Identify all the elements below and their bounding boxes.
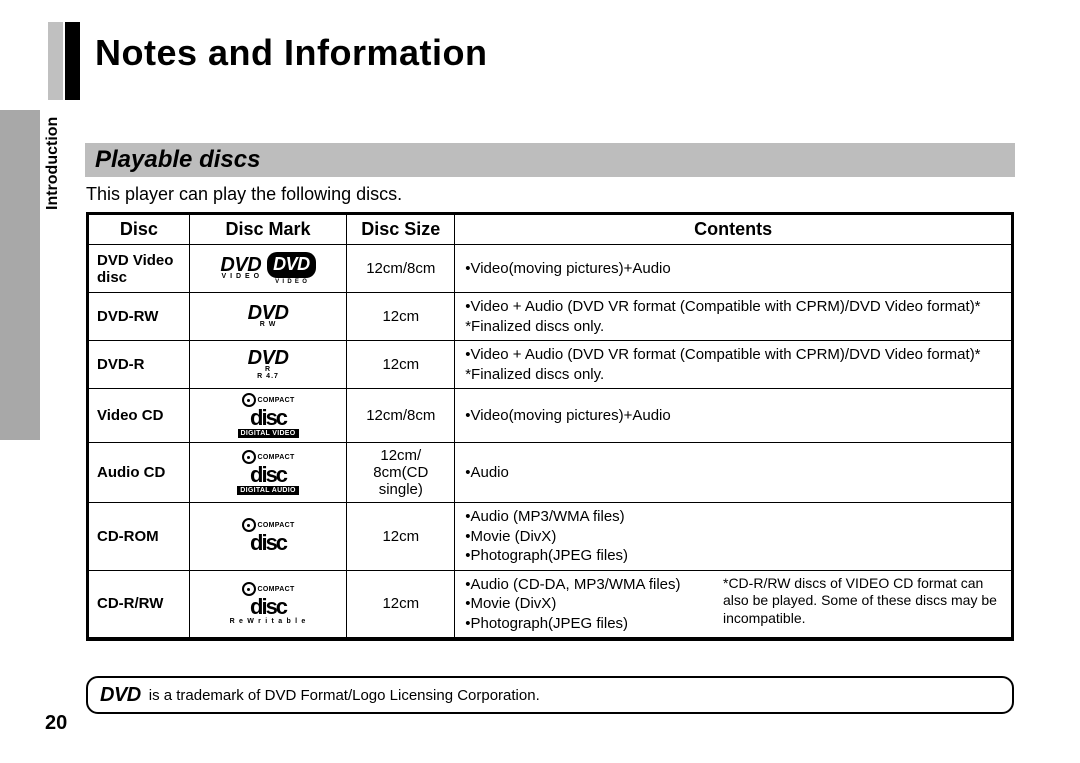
contents-cell: •Audio (CD-DA, MP3/WMA files)•Movie (Div… bbox=[455, 570, 1013, 639]
disc-size-cell: 12cm bbox=[347, 341, 455, 389]
playable-discs-table: Disc Disc Mark Disc Size Contents DVD Vi… bbox=[86, 212, 1014, 641]
table-row: CD-ROM COMPACT disc 12cm•Audio (MP3/WMA … bbox=[88, 503, 1013, 571]
section-header: Playable discs bbox=[85, 143, 1015, 177]
col-disc-size: Disc Size bbox=[347, 214, 455, 245]
title-gray-bar bbox=[48, 22, 63, 100]
col-disc-mark: Disc Mark bbox=[189, 214, 347, 245]
compact-disc-logo-icon: COMPACT disc bbox=[242, 518, 295, 554]
contents-cell: •Video(moving pictures)+Audio bbox=[455, 245, 1013, 293]
col-disc: Disc bbox=[88, 214, 190, 245]
compact-disc-logo-icon: COMPACT disc R e W r i t a b l e bbox=[230, 582, 307, 625]
dvd-logo-icon: DVD bbox=[100, 686, 141, 704]
intro-text: This player can play the following discs… bbox=[86, 184, 402, 205]
disc-name-cell: Audio CD bbox=[88, 443, 190, 503]
trademark-text: is a trademark of DVD Format/Logo Licens… bbox=[149, 687, 540, 704]
disc-name-cell: DVD Videodisc bbox=[88, 245, 190, 293]
disc-size-cell: 12cm/8cm bbox=[347, 389, 455, 443]
disc-size-cell: 12cm bbox=[347, 503, 455, 571]
dvd-logo-icon: DVD R W bbox=[248, 304, 289, 328]
disc-mark-cell: COMPACT disc DIGITAL AUDIO bbox=[189, 443, 347, 503]
table-row: DVD-R DVD R R 4.7 12cm•Video + Audio (DV… bbox=[88, 341, 1013, 389]
disc-size-cell: 12cm bbox=[347, 293, 455, 341]
dvd-logo-icon: DVD V I D E O bbox=[220, 256, 261, 280]
disc-name-cell: CD-ROM bbox=[88, 503, 190, 571]
compact-disc-logo-icon: COMPACT disc DIGITAL VIDEO bbox=[238, 393, 299, 438]
compact-disc-logo-icon: COMPACT disc DIGITAL AUDIO bbox=[237, 450, 299, 495]
table-header-row: Disc Disc Mark Disc Size Contents bbox=[88, 214, 1013, 245]
table-row: DVD Videodisc DVD V I D E O DVDV I D E O… bbox=[88, 245, 1013, 293]
trademark-note: DVD is a trademark of DVD Format/Logo Li… bbox=[86, 676, 1014, 714]
table-row: CD-R/RW COMPACT disc R e W r i t a b l e… bbox=[88, 570, 1013, 639]
disc-mark-cell: COMPACT disc R e W r i t a b l e bbox=[189, 570, 347, 639]
contents-cell: •Video + Audio (DVD VR format (Compatibl… bbox=[455, 341, 1013, 389]
contents-cell: •Video + Audio (DVD VR format (Compatibl… bbox=[455, 293, 1013, 341]
contents-cell: •Audio (MP3/WMA files)•Movie (DivX)•Phot… bbox=[455, 503, 1013, 571]
disc-name-cell: DVD-R bbox=[88, 341, 190, 389]
page-title: Notes and Information bbox=[95, 32, 488, 74]
contents-cell: •Audio bbox=[455, 443, 1013, 503]
disc-mark-cell: DVD R W bbox=[189, 293, 347, 341]
disc-name-cell: DVD-RW bbox=[88, 293, 190, 341]
contents-cell: •Video(moving pictures)+Audio bbox=[455, 389, 1013, 443]
disc-size-cell: 12cm/8cm bbox=[347, 245, 455, 293]
page-number: 20 bbox=[45, 712, 67, 735]
dvd-logo-icon: DVD R R 4.7 bbox=[248, 349, 289, 380]
table-row: Audio CD COMPACT disc DIGITAL AUDIO 12cm… bbox=[88, 443, 1013, 503]
disc-mark-cell: COMPACT disc bbox=[189, 503, 347, 571]
dvd-logo-inverted-icon: DVDV I D E O bbox=[267, 252, 316, 285]
disc-name-cell: CD-R/RW bbox=[88, 570, 190, 639]
section-tab-label: Introduction bbox=[44, 117, 62, 210]
disc-mark-cell: COMPACT disc DIGITAL VIDEO bbox=[189, 389, 347, 443]
col-contents: Contents bbox=[455, 214, 1013, 245]
disc-mark-cell: DVD R R 4.7 bbox=[189, 341, 347, 389]
disc-size-cell: 12cm bbox=[347, 570, 455, 639]
table-row: DVD-RW DVD R W 12cm•Video + Audio (DVD V… bbox=[88, 293, 1013, 341]
left-gray-strip bbox=[0, 110, 40, 440]
disc-name-cell: Video CD bbox=[88, 389, 190, 443]
title-black-bar bbox=[65, 22, 80, 100]
disc-mark-cell: DVD V I D E O DVDV I D E O bbox=[189, 245, 347, 293]
disc-size-cell: 12cm/8cm(CD single) bbox=[347, 443, 455, 503]
table-row: Video CD COMPACT disc DIGITAL VIDEO 12cm… bbox=[88, 389, 1013, 443]
